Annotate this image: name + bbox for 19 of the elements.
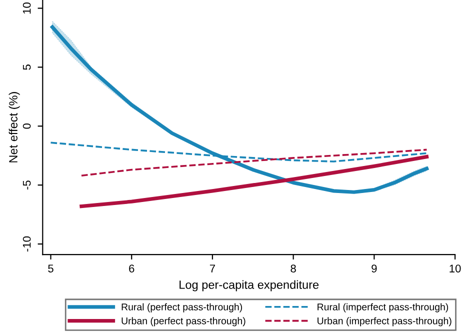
- legend-label: Rural (imperfect pass-through): [318, 303, 448, 312]
- x-tick-label: 8: [290, 264, 296, 272]
- line-series: [80, 154, 429, 208]
- x-tick-label: 5: [48, 264, 54, 272]
- line-series: [80, 148, 428, 177]
- legend-label: Rural (perfect pass-through): [122, 303, 242, 312]
- y-tick-label: 0: [22, 123, 31, 129]
- y-axis-title: Net effect (%): [8, 92, 20, 162]
- y-tick-label: -10: [22, 236, 31, 252]
- x-tick-label: 9: [372, 264, 377, 272]
- y-tick-label: 5: [22, 64, 31, 70]
- x-axis-title: Log per-capita expenditure: [180, 280, 319, 292]
- x-tick-label: 10: [450, 264, 461, 272]
- x-tick-label: 6: [129, 264, 134, 272]
- x-tick-label: 7: [210, 264, 215, 272]
- legend-label: Urban (perfect pass-through): [122, 317, 246, 326]
- legend-label: Urban (imperfect pass-through): [318, 317, 452, 326]
- y-tick-label: 10: [22, 2, 31, 14]
- y-tick-label: -5: [22, 180, 31, 190]
